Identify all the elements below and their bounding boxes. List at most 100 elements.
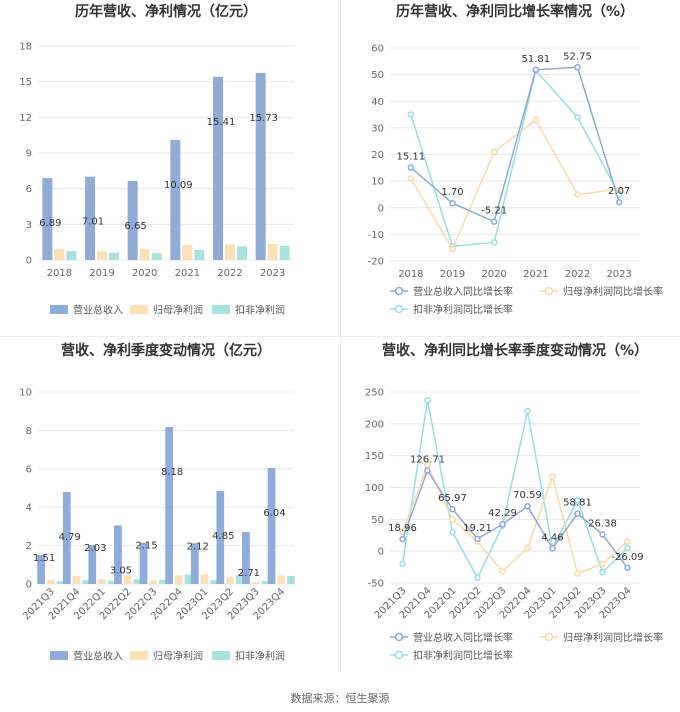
- data-point: [599, 568, 606, 576]
- bar: [46, 580, 55, 584]
- data-label: 4.79: [59, 532, 81, 543]
- y-tick-label: 200: [365, 419, 384, 430]
- data-point: [615, 198, 623, 206]
- bar: [279, 245, 290, 260]
- bar: [184, 574, 193, 584]
- legend-label: 扣非净利润: [235, 650, 285, 663]
- data-label: 8.18: [161, 467, 183, 478]
- y-tick-label: 10: [371, 177, 384, 188]
- series-line: [410, 66, 620, 223]
- data-point: [549, 473, 556, 480]
- data-point: [615, 185, 623, 193]
- bar: [165, 426, 173, 584]
- legend-marker: [544, 632, 554, 642]
- x-tick-label: 2018: [47, 268, 72, 279]
- bar: [182, 245, 193, 260]
- data-point: [532, 66, 540, 74]
- bar: [109, 252, 119, 260]
- y-tick-label: 3: [26, 220, 32, 231]
- bar: [237, 246, 247, 260]
- data-label: 2.07: [608, 186, 630, 197]
- quarterly-growth-rate-chart: 营收、净利同比增长率季度变动情况（%） -50 0 50 100 150 200 250 202…: [340, 336, 680, 672]
- data-label: 58.81: [563, 498, 592, 509]
- horizontal-divider: [0, 336, 680, 337]
- data-label: 19.21: [463, 523, 492, 534]
- data-point: [490, 218, 498, 225]
- data-label: 15.11: [397, 152, 426, 163]
- x-tick-label: 2023: [260, 268, 285, 279]
- bar: [97, 251, 107, 260]
- bar: [216, 490, 225, 584]
- y-tick-label: 18: [19, 42, 32, 53]
- data-label: 6.89: [39, 218, 61, 229]
- x-tick-label: 2020: [132, 268, 157, 279]
- bar: [114, 525, 122, 584]
- legend-label: 扣非净利润同比增长率: [413, 303, 513, 316]
- data-point: [624, 564, 631, 572]
- data-label: 15.73: [249, 113, 278, 124]
- data-point: [449, 528, 456, 536]
- chart-title: 营收、净利同比增长率季度变动情况（%）: [382, 342, 648, 359]
- data-label: 6.65: [125, 221, 147, 232]
- legend-swatch: [130, 305, 148, 314]
- bar: [170, 140, 181, 260]
- data-label: 4.46: [541, 532, 563, 543]
- bar: [54, 249, 65, 260]
- legend-label: 扣非净利润: [235, 304, 285, 317]
- quarterly-growth-rate-svg: 营收、净利同比增长率季度变动情况（%）-50050100150200250202…: [365, 342, 663, 662]
- bar: [88, 545, 97, 584]
- bar: [56, 581, 65, 584]
- bar: [139, 542, 148, 584]
- data-label: 7.01: [82, 217, 104, 228]
- bar: [255, 72, 266, 260]
- bar: [37, 555, 45, 584]
- bar: [251, 582, 260, 584]
- bar: [277, 575, 286, 584]
- legend-label: 归母净利润: [153, 650, 203, 663]
- data-point: [549, 545, 556, 552]
- x-tick-label: 2019: [89, 268, 114, 279]
- data-point: [524, 544, 531, 552]
- data-point: [574, 510, 581, 517]
- legend-label: 营业总收入同比增长率: [413, 285, 513, 298]
- legend-swatch: [50, 305, 68, 314]
- data-point: [574, 496, 581, 504]
- data-label: 126.71: [410, 454, 445, 465]
- y-tick-label: 2: [26, 541, 32, 552]
- data-label: 2.12: [187, 541, 209, 552]
- y-tick-label: 40: [371, 97, 384, 108]
- bar: [66, 251, 77, 260]
- data-point: [449, 199, 456, 207]
- data-point: [490, 239, 498, 246]
- data-label: 51.81: [522, 54, 551, 65]
- data-label: 2.71: [238, 568, 260, 579]
- bar: [213, 76, 223, 260]
- legend-marker: [544, 286, 554, 296]
- legend-label: 营业总收入: [73, 650, 123, 663]
- legend-label: 归母净利润: [153, 304, 203, 317]
- bar: [159, 579, 167, 584]
- legend-marker: [394, 304, 404, 314]
- data-point: [624, 544, 631, 552]
- series-line: [401, 463, 628, 575]
- chart-title: 历年营收、净利同比增长率情况（%）: [396, 3, 634, 20]
- quarterly-revenue-profit-svg: 营收、净利季度变动情况（亿元）02468102021Q32021Q42022Q1…: [19, 342, 295, 663]
- legend-marker: [394, 650, 404, 660]
- series-line: [401, 468, 629, 569]
- y-tick-label: 10: [19, 388, 32, 399]
- data-label: 4.85: [212, 531, 234, 542]
- series-line: [410, 69, 620, 248]
- quarterly-revenue-profit-chart: 营收、净利季度变动情况（亿元） 0 2 4 6 8 10 2021Q3 2021Q4 2022Q1…: [0, 336, 340, 672]
- annual-growth-rate-chart: 历年营收、净利同比增长率情况（%） -20 -10 0 10 20 30 40 50 60 2018…: [340, 0, 680, 336]
- y-tick-label: -50: [368, 579, 384, 590]
- bar: [98, 579, 106, 584]
- bar: [267, 243, 278, 260]
- series-line: [410, 118, 620, 251]
- data-label: 1.70: [441, 187, 463, 198]
- data-label: 65.97: [438, 493, 467, 504]
- bar: [242, 531, 250, 584]
- legend-label: 营业总收入: [73, 304, 123, 317]
- data-point: [574, 64, 581, 71]
- annual-growth-rate-svg: 历年营收、净利同比增长率情况（%） -20 -10 0 10 20 30 40 50 60 2018…: [368, 3, 663, 316]
- bar: [139, 249, 150, 260]
